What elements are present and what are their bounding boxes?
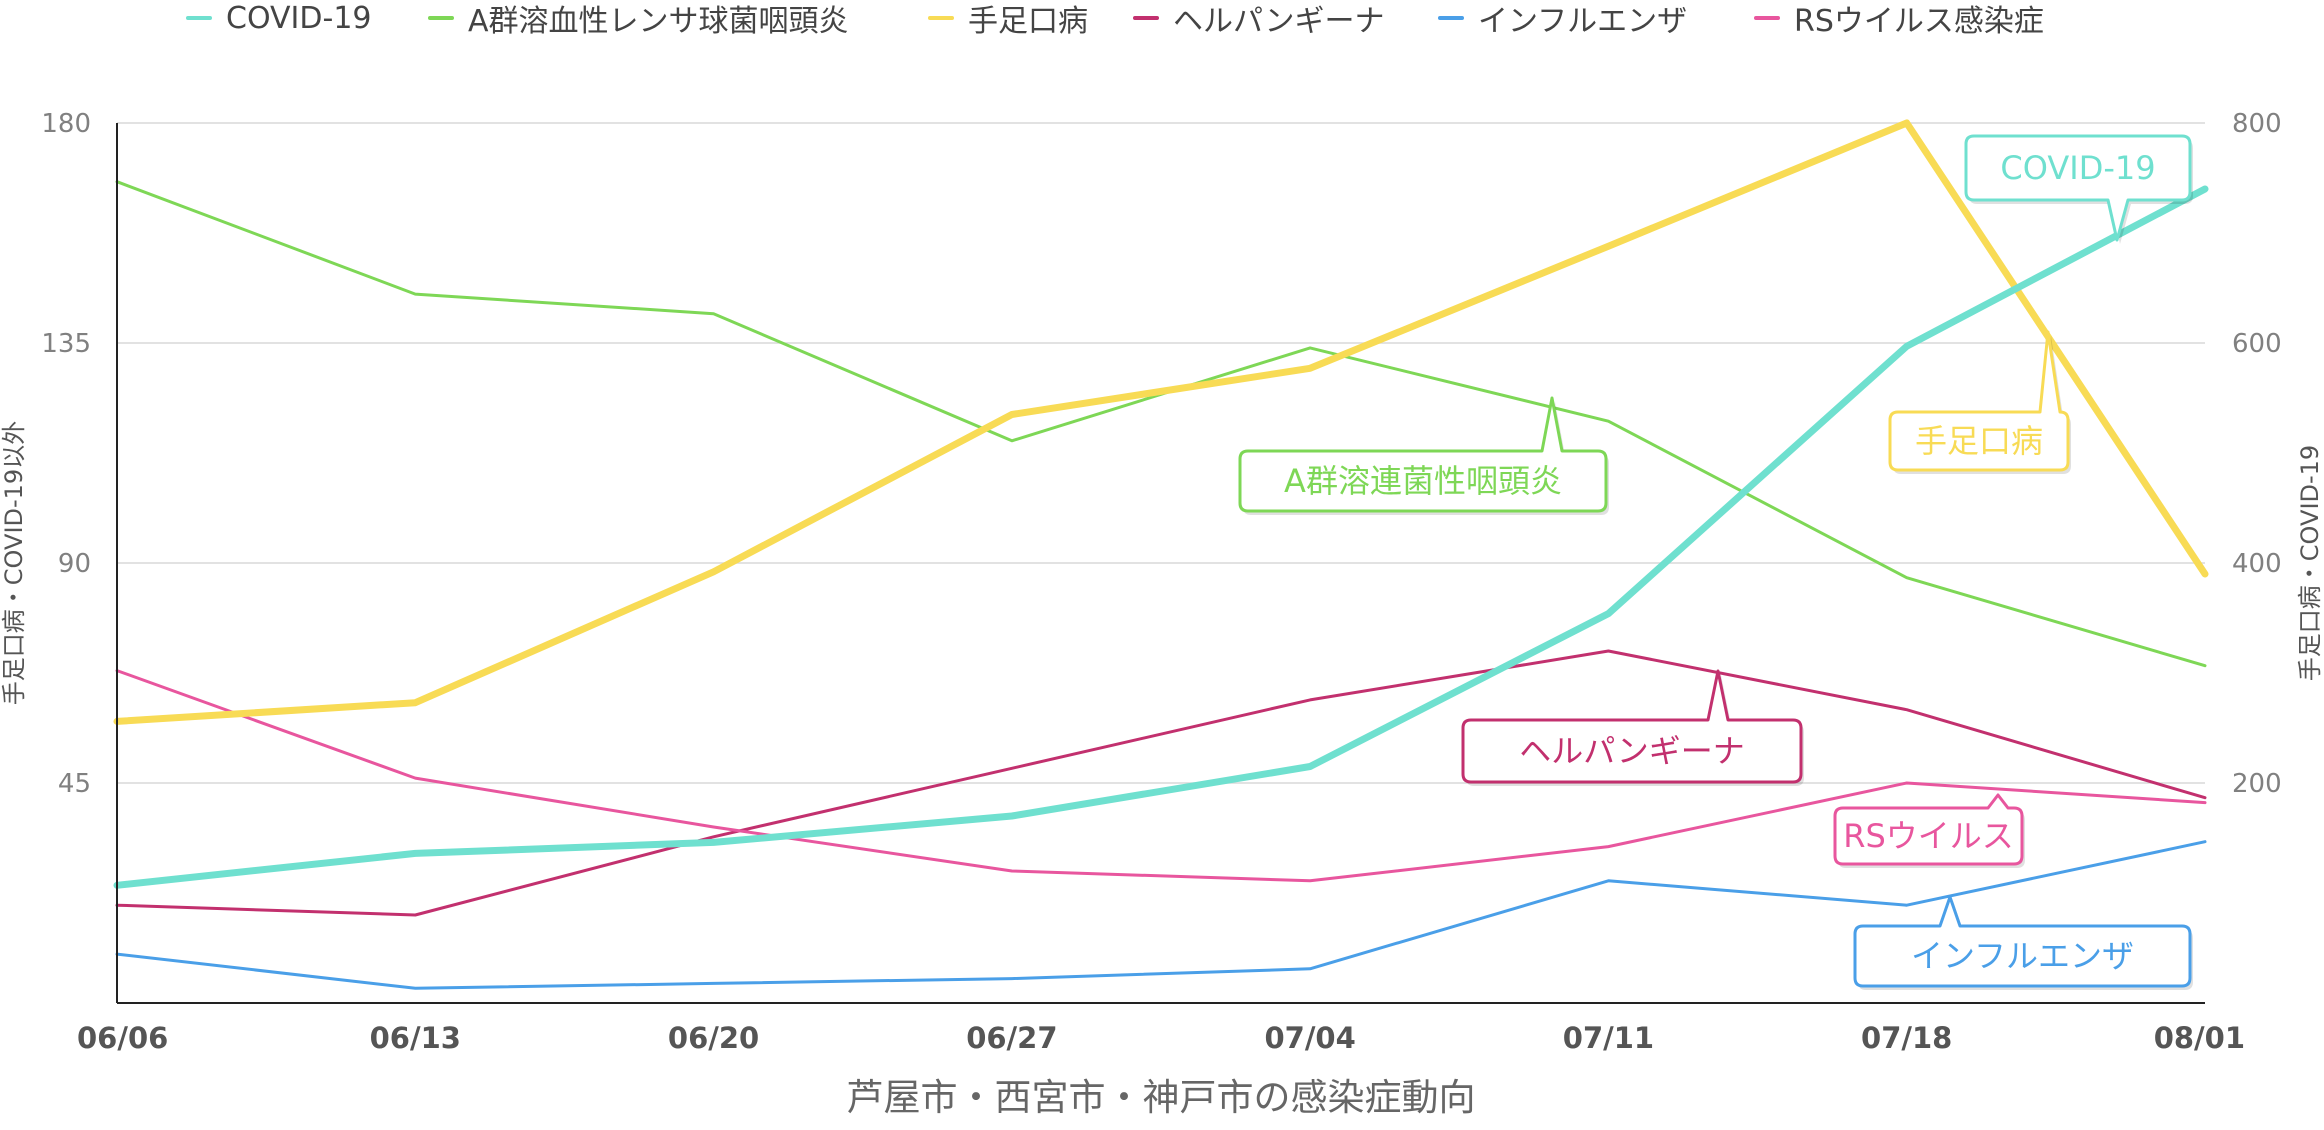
legend-swatch-hfmd [928,16,954,20]
x-tick-label-4: 07/04 [1264,1021,1355,1055]
callout-1: 手足口病 [1888,330,2071,474]
callout-0: COVID-19 [1964,134,2193,244]
y-left-tick-label-3: 180 [41,109,91,139]
legend-label-covid: COVID-19 [226,0,372,36]
series-line-2 [113,119,2209,725]
legend-swatch-influenza [1438,16,1464,20]
y-axis-right-title: 手足口病・COVID-19 [2296,445,2324,681]
y-right-tick-label-0: 200 [2232,769,2282,799]
axes [116,123,2205,1004]
legend-item-strep[interactable]: A群溶血性レンサ球菌咽頭炎 [428,0,849,39]
legend-swatch-rsv [1754,16,1780,20]
callout-box-0 [1964,134,2192,242]
x-tick-label-5: 07/11 [1563,1021,1654,1055]
callout-3: ヘルパンギーナ [1461,669,1804,786]
y-axis-left-title: 手足口病・COVID-19以外 [0,421,28,705]
legend-item-covid[interactable]: COVID-19 [186,0,372,36]
x-tick-label-2: 06/20 [668,1021,759,1055]
legend-label-strep: A群溶血性レンサ球菌咽頭炎 [468,4,849,39]
callout-box-2 [1238,396,1608,513]
chart-legend: COVID-19 A群溶血性レンサ球菌咽頭炎 手足口病 ヘルパンギーナ インフル… [0,0,2324,40]
y-right-tick-label-3: 800 [2232,109,2282,139]
callout-box-4 [1833,793,2024,866]
series-line-0 [113,185,2209,889]
y-right-tick-label-2: 600 [2232,329,2282,359]
callout-label-5: インフルエンザ [1911,937,2134,975]
callout-5: インフルエンザ [1853,895,2193,990]
legend-item-rsv[interactable]: RSウイルス感染症 [1754,0,2044,39]
legend-item-hfmd[interactable]: 手足口病 [928,0,1088,39]
callout-4: RSウイルス [1833,793,2025,868]
y-axis-left-ticks: 45 90 135 180 [41,109,91,799]
y-right-tick-label-1: 400 [2232,549,2282,579]
x-tick-label-3: 06/27 [966,1021,1057,1055]
y-left-tick-label-2: 135 [41,329,91,359]
callout-box-1 [1888,330,2070,472]
legend-label-herpangina: ヘルパンギーナ [1173,4,1385,39]
x-tick-label-6: 07/18 [1861,1021,1952,1055]
callout-label-4: RSウイルス [1843,817,2014,855]
legend-item-influenza[interactable]: インフルエンザ [1438,0,1687,39]
series-lines [113,119,2209,990]
legend-swatch-strep [428,16,454,20]
callout-label-2: A群溶連菌性咽頭炎 [1284,462,1562,500]
callout-label-0: COVID-19 [2000,149,2155,187]
x-tick-label-7: 08/01 [2154,1021,2245,1055]
callout-2: A群溶連菌性咽頭炎 [1238,396,1609,515]
legend-label-hfmd: 手足口病 [968,4,1088,39]
x-tick-label-0: 06/06 [77,1021,168,1055]
chart-title: 芦屋市・西宮市・神戸市の感染症動向 [847,1076,1476,1119]
y-left-tick-label-1: 90 [58,549,91,579]
legend-swatch-herpangina [1133,16,1159,20]
series-line-5 [115,669,2207,883]
legend-item-herpangina[interactable]: ヘルパンギーナ [1133,0,1385,39]
callout-box-5 [1853,895,2192,988]
legend-swatch-covid [186,16,212,20]
legend-label-influenza: インフルエンザ [1478,4,1688,39]
callout-box-3 [1461,669,1803,784]
callout-label-1: 手足口病 [1915,422,2043,460]
x-axis-ticks: 06/06 06/13 06/20 06/27 07/04 07/11 07/18 08/01 [77,1021,2245,1055]
y-axis-right-ticks: 200 400 600 800 [2232,109,2282,799]
x-tick-label-1: 06/13 [370,1021,461,1055]
legend-label-rsv: RSウイルス感染症 [1794,4,2044,39]
callout-label-3: ヘルパンギーナ [1519,732,1745,770]
series-line-4 [115,840,2207,990]
series-line-3 [115,649,2207,917]
y-left-tick-label-0: 45 [58,769,91,799]
grid-lines [117,122,2205,784]
